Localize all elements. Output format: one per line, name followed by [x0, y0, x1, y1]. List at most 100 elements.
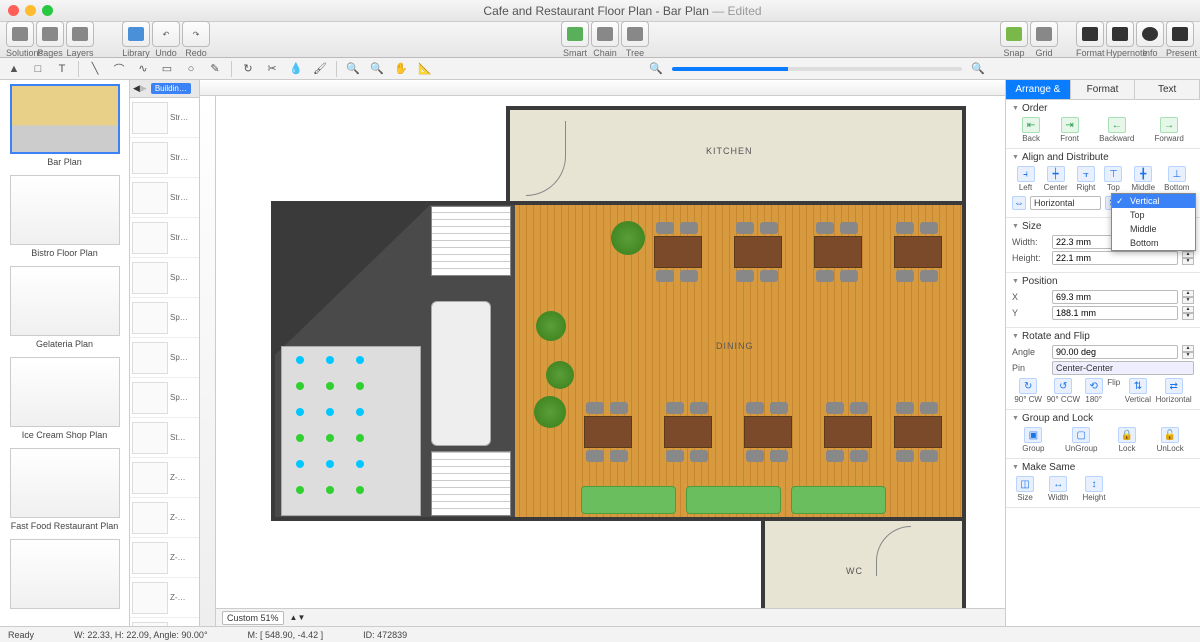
zoom-slider[interactable] — [672, 67, 962, 71]
library-item[interactable]: St… — [130, 418, 199, 458]
zoom-max-icon[interactable]: 🔍 — [970, 61, 986, 77]
pointer-tool[interactable]: ▲ — [6, 61, 22, 77]
flip-v-button[interactable]: ⇅Vertical — [1125, 378, 1151, 404]
align-right-button[interactable]: ⫟Right — [1077, 166, 1096, 192]
dropdown-option[interactable]: Top — [1112, 208, 1195, 222]
info-button[interactable] — [1136, 21, 1164, 47]
library-item[interactable]: St… — [130, 618, 199, 626]
pen-tool[interactable]: ✎ — [207, 61, 223, 77]
chain-button[interactable] — [591, 21, 619, 47]
library-item[interactable]: Str… — [130, 138, 199, 178]
dropdown-option[interactable]: Bottom — [1112, 236, 1195, 250]
distribute-h-select[interactable]: Horizontal — [1030, 196, 1101, 210]
measure-tool[interactable]: 📐 — [417, 61, 433, 77]
rotate-tool[interactable]: ↻ — [240, 61, 256, 77]
height-input[interactable] — [1052, 251, 1178, 265]
angle-stepper[interactable]: ▲▼ — [1182, 345, 1194, 359]
layers-button[interactable] — [66, 21, 94, 47]
line-tool[interactable]: ╲ — [87, 61, 103, 77]
ellipse-tool[interactable]: ○ — [183, 61, 199, 77]
library-breadcrumb[interactable]: ◀ ▶ Buildin… — [130, 80, 199, 98]
same-width-button[interactable]: ↔Width — [1048, 476, 1068, 502]
distribute-h-icon[interactable]: ⇔ — [1012, 196, 1026, 210]
text-tool[interactable]: T — [54, 61, 70, 77]
order-back-button[interactable]: ⇤Back — [1022, 117, 1040, 143]
library-item[interactable]: Z-… — [130, 538, 199, 578]
library-item[interactable]: Str… — [130, 98, 199, 138]
rotate-ccw-button[interactable]: ↺90° CCW — [1047, 378, 1080, 404]
grid-button[interactable] — [1030, 21, 1058, 47]
library-item[interactable]: Z-… — [130, 578, 199, 618]
height-stepper[interactable]: ▲▼ — [1182, 251, 1194, 265]
zoom-fit-icon[interactable]: 🔍 — [648, 61, 664, 77]
snap-button[interactable] — [1000, 21, 1028, 47]
zoom-combo[interactable]: Custom 51% — [222, 611, 284, 625]
close-icon[interactable] — [8, 5, 19, 16]
hypernote-button[interactable] — [1106, 21, 1134, 47]
page-thumb[interactable]: Gelateria Plan — [4, 266, 125, 349]
hand-tool[interactable]: ✋ — [393, 61, 409, 77]
undo-button[interactable]: ↶ — [152, 21, 180, 47]
flip-h-button[interactable]: ⇄Horizontal — [1156, 378, 1192, 404]
align-left-button[interactable]: ⫞Left — [1017, 166, 1035, 192]
canvas[interactable]: KITCHEN DINING — [216, 96, 1005, 608]
tab-arrange[interactable]: Arrange & Size — [1006, 80, 1071, 99]
library-item[interactable]: Str… — [130, 218, 199, 258]
curve-tool[interactable]: ∿ — [135, 61, 151, 77]
minimize-icon[interactable] — [25, 5, 36, 16]
order-backward-button[interactable]: ←Backward — [1099, 117, 1134, 143]
select-tool[interactable]: □ — [30, 61, 46, 77]
align-top-button[interactable]: ⊤Top — [1104, 166, 1122, 192]
library-item[interactable]: Str… — [130, 178, 199, 218]
y-stepper[interactable]: ▲▼ — [1182, 306, 1194, 320]
library-item[interactable]: Z-… — [130, 498, 199, 538]
rect-tool[interactable]: ▭ — [159, 61, 175, 77]
same-height-button[interactable]: ↕Height — [1082, 476, 1105, 502]
library-item[interactable]: Sp… — [130, 378, 199, 418]
zoom-in-tool[interactable]: 🔍 — [345, 61, 361, 77]
eyedrop-tool[interactable]: 💧 — [288, 61, 304, 77]
zoom-out-tool[interactable]: 🔍 — [369, 61, 385, 77]
redo-button[interactable]: ↷ — [182, 21, 210, 47]
angle-input[interactable] — [1052, 345, 1178, 359]
smart-button[interactable] — [561, 21, 589, 47]
page-thumb[interactable]: Bistro Floor Plan — [4, 175, 125, 258]
library-item[interactable]: Z-… — [130, 458, 199, 498]
x-input[interactable] — [1052, 290, 1178, 304]
same-size-button[interactable]: ◫Size — [1016, 476, 1034, 502]
tab-text[interactable]: Text — [1135, 80, 1200, 99]
distribute-v-dropdown[interactable]: VerticalTopMiddleBottom — [1111, 193, 1196, 251]
library-button[interactable] — [122, 21, 150, 47]
nav-fwd-icon[interactable]: ▶ — [140, 83, 147, 94]
present-button[interactable] — [1166, 21, 1194, 47]
library-item[interactable]: Sp… — [130, 298, 199, 338]
unlock-button[interactable]: 🔓UnLock — [1157, 427, 1184, 453]
page-thumb[interactable]: Ice Cream Shop Plan — [4, 357, 125, 440]
page-thumb[interactable]: Bar Plan — [4, 84, 125, 167]
flip-button[interactable]: Flip — [1107, 378, 1120, 404]
dropdown-option[interactable]: Middle — [1112, 222, 1195, 236]
align-center-button[interactable]: ┿Center — [1044, 166, 1068, 192]
library-item[interactable]: Sp… — [130, 258, 199, 298]
tree-button[interactable] — [621, 21, 649, 47]
brush-tool[interactable]: 🖌 — [312, 61, 328, 77]
x-stepper[interactable]: ▲▼ — [1182, 290, 1194, 304]
tab-format[interactable]: Format — [1071, 80, 1136, 99]
rotate-180-button[interactable]: ⟲180° — [1085, 378, 1103, 404]
y-input[interactable] — [1052, 306, 1178, 320]
solutions-button[interactable] — [6, 21, 34, 47]
pages-button[interactable] — [36, 21, 64, 47]
ungroup-button[interactable]: ▢UnGroup — [1065, 427, 1097, 453]
group-button[interactable]: ▣Group — [1022, 427, 1044, 453]
page-thumb[interactable]: Fast Food Restaurant Plan — [4, 448, 125, 531]
library-item[interactable]: Sp… — [130, 338, 199, 378]
align-middle-button[interactable]: ╋Middle — [1131, 166, 1155, 192]
dropdown-option[interactable]: Vertical — [1112, 194, 1195, 208]
maximize-icon[interactable] — [42, 5, 53, 16]
nav-back-icon[interactable]: ◀ — [133, 83, 140, 94]
page-thumb[interactable] — [4, 539, 125, 609]
rotate-cw-button[interactable]: ↻90° CW — [1014, 378, 1042, 404]
order-front-button[interactable]: ⇥Front — [1060, 117, 1079, 143]
crop-tool[interactable]: ✂ — [264, 61, 280, 77]
pin-select[interactable]: Center-Center — [1052, 361, 1194, 375]
